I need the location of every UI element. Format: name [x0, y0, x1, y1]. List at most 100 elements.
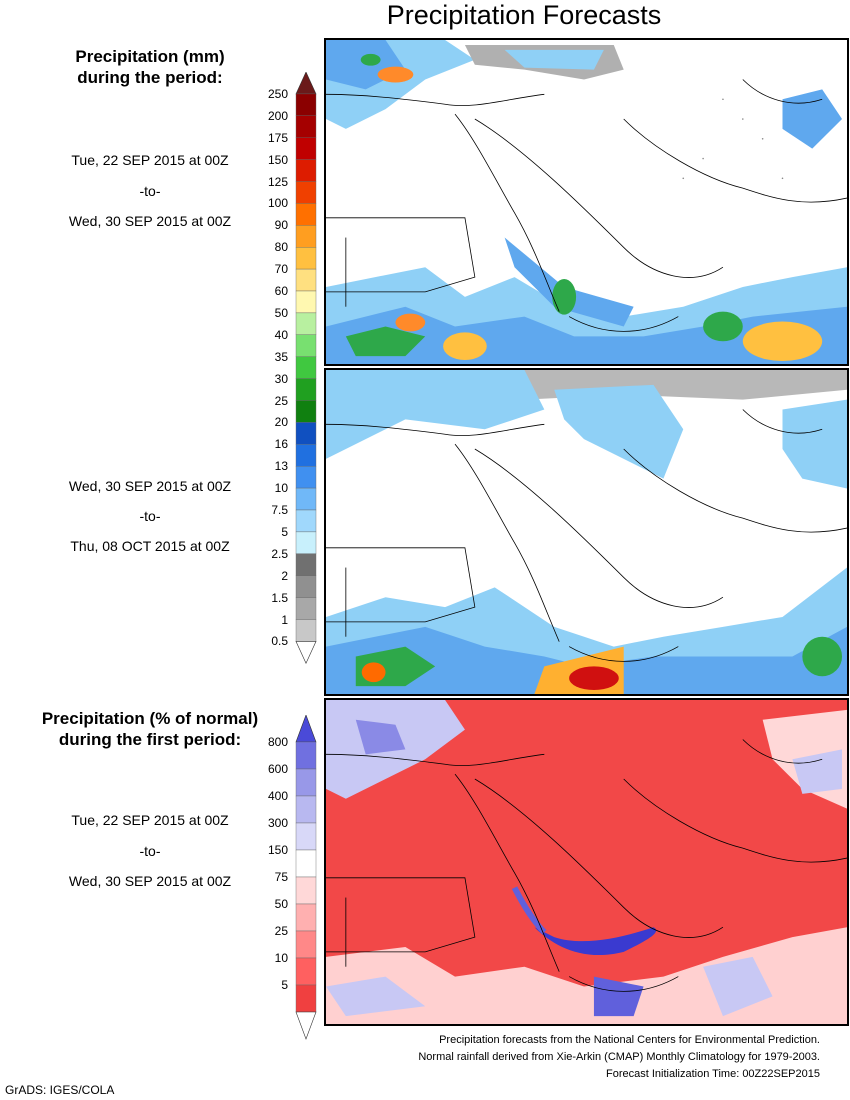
colorbar-segment [295, 575, 317, 598]
colorbar-tick-label: 300 [267, 816, 288, 830]
colorbar-segment [295, 597, 317, 620]
colorbar-tick-label: 30 [274, 371, 288, 386]
period1-start: Tue, 22 SEP 2015 at 00Z [71, 152, 229, 168]
colorbar-segment [295, 400, 317, 423]
colorbar-tick-label: 800 [267, 735, 288, 749]
footer-line3: Forecast Initialization Time: 00Z22SEP20… [605, 1068, 820, 1080]
colorbar-tick-label: 16 [274, 437, 288, 452]
colorbar-segment [295, 203, 317, 226]
colorbar-tick-label: 2.5 [271, 546, 288, 561]
colorbar-segment [295, 181, 317, 204]
colorbar-segment [295, 768, 317, 797]
colorbar-bottom-triangle [295, 641, 317, 665]
colorbar-segment [295, 356, 317, 379]
footer-line2: Normal rainfall derived from Xie-Arkin (… [418, 1051, 820, 1063]
period2-end: Thu, 08 OCT 2015 at 00Z [70, 538, 230, 554]
mm-heading: Precipitation (mm) during the period: [40, 46, 260, 88]
colorbar-segment [295, 246, 317, 270]
colorbar-tick-label: 50 [274, 305, 288, 320]
colorbar-tick-label: 13 [274, 459, 288, 474]
colorbar-segment [295, 957, 317, 986]
colorbar-segment [295, 876, 317, 905]
grads-credit: GrADS: IGES/COLA [5, 1083, 115, 1097]
colorbar-pct [295, 715, 317, 1040]
colorbar-tick-label: 1 [281, 612, 288, 627]
footer-line1: Precipitation forecasts from the Nationa… [439, 1034, 820, 1046]
colorbar-segment [295, 531, 317, 554]
mm-heading-line1: Precipitation (mm) [75, 47, 225, 66]
pct-heading-line2: during the first period: [58, 730, 242, 749]
colorbar-segment [295, 466, 317, 489]
pct-heading: Precipitation (% of normal) during the f… [20, 708, 280, 750]
colorbar-segment [295, 553, 317, 576]
colorbar-top-triangle [295, 72, 317, 95]
colorbar-tick-label: 150 [267, 152, 288, 167]
colorbar-tick-label: 2 [281, 568, 288, 583]
colorbar-segment [295, 422, 317, 445]
colorbar-segment [295, 849, 317, 878]
map-period1-graphic [326, 40, 847, 364]
colorbar-tick-label: 175 [267, 130, 288, 145]
colorbar-segment [295, 378, 317, 401]
map-panel-percent-normal [324, 698, 849, 1026]
colorbar-segment [295, 334, 317, 357]
period2-start: Wed, 30 SEP 2015 at 00Z [68, 478, 232, 494]
period3-sep: -to- [139, 843, 161, 859]
colorbar-segment [295, 487, 317, 511]
colorbar-tick-label: 90 [274, 218, 288, 233]
colorbar-segment [295, 930, 317, 959]
colorbar-tick-label: 1.5 [271, 590, 288, 605]
colorbar-segment [295, 984, 317, 1013]
colorbar-tick-label: 5 [281, 978, 288, 992]
page-title: Precipitation Forecasts [386, 0, 662, 30]
colorbar-tick-label: 75 [274, 870, 288, 884]
colorbar-tick-label: 25 [274, 393, 288, 408]
mm-heading-line2: during the period: [77, 68, 223, 87]
colorbar-tick-label: 125 [267, 174, 288, 189]
colorbar-tick-label: 0.5 [271, 634, 288, 649]
colorbar-tick-label: 150 [267, 843, 288, 857]
colorbar-tick-label: 60 [274, 284, 288, 298]
colorbar-segment [295, 225, 317, 248]
colorbar-segment [295, 268, 317, 292]
colorbar-tick-label: 200 [267, 108, 288, 123]
colorbar-tick-label: 40 [274, 327, 288, 342]
colorbar-tick-label: 5 [281, 524, 288, 539]
colorbar-tick-label: 80 [274, 240, 288, 255]
colorbar-tick-label: 600 [267, 762, 288, 776]
map-panel-period1 [324, 38, 849, 366]
colorbar-segment [295, 795, 317, 824]
colorbar-segment [295, 822, 317, 851]
colorbar-segment [295, 903, 317, 932]
period3-end: Wed, 30 SEP 2015 at 00Z [68, 873, 232, 889]
map-percent-graphic [326, 700, 847, 1024]
colorbar-segment [295, 290, 317, 314]
colorbar-segment [295, 444, 317, 467]
colorbar-tick-label: 25 [274, 924, 288, 938]
period1-sep: -to- [139, 183, 161, 199]
colorbar-segment [295, 137, 317, 160]
colorbar-tick-label: 250 [267, 86, 288, 101]
colorbar-tick-label: 7.5 [271, 503, 288, 517]
colorbar-segment [295, 93, 317, 116]
colorbar-segment [295, 509, 317, 533]
colorbar-segment [295, 159, 317, 182]
map-period2-graphic [326, 370, 847, 694]
colorbar-mm [295, 72, 317, 665]
colorbar-tick-label: 100 [267, 196, 288, 211]
colorbar-segment [295, 115, 317, 138]
colorbar-top-triangle [295, 715, 317, 743]
map-panel-period2 [324, 368, 849, 696]
colorbar-tick-label: 10 [274, 481, 288, 496]
pct-heading-line1: Precipitation (% of normal) [41, 709, 259, 728]
colorbar-segment [295, 312, 317, 335]
colorbar-segment [295, 741, 317, 770]
period3-start: Tue, 22 SEP 2015 at 00Z [71, 812, 229, 828]
colorbar-segment [295, 619, 317, 642]
colorbar-tick-label: 20 [274, 415, 288, 430]
colorbar-bottom-triangle [295, 1011, 317, 1040]
colorbar-tick-label: 50 [274, 897, 288, 911]
colorbar-tick-label: 10 [274, 951, 288, 965]
colorbar-tick-label: 70 [274, 262, 288, 277]
period2-sep: -to- [139, 508, 161, 524]
